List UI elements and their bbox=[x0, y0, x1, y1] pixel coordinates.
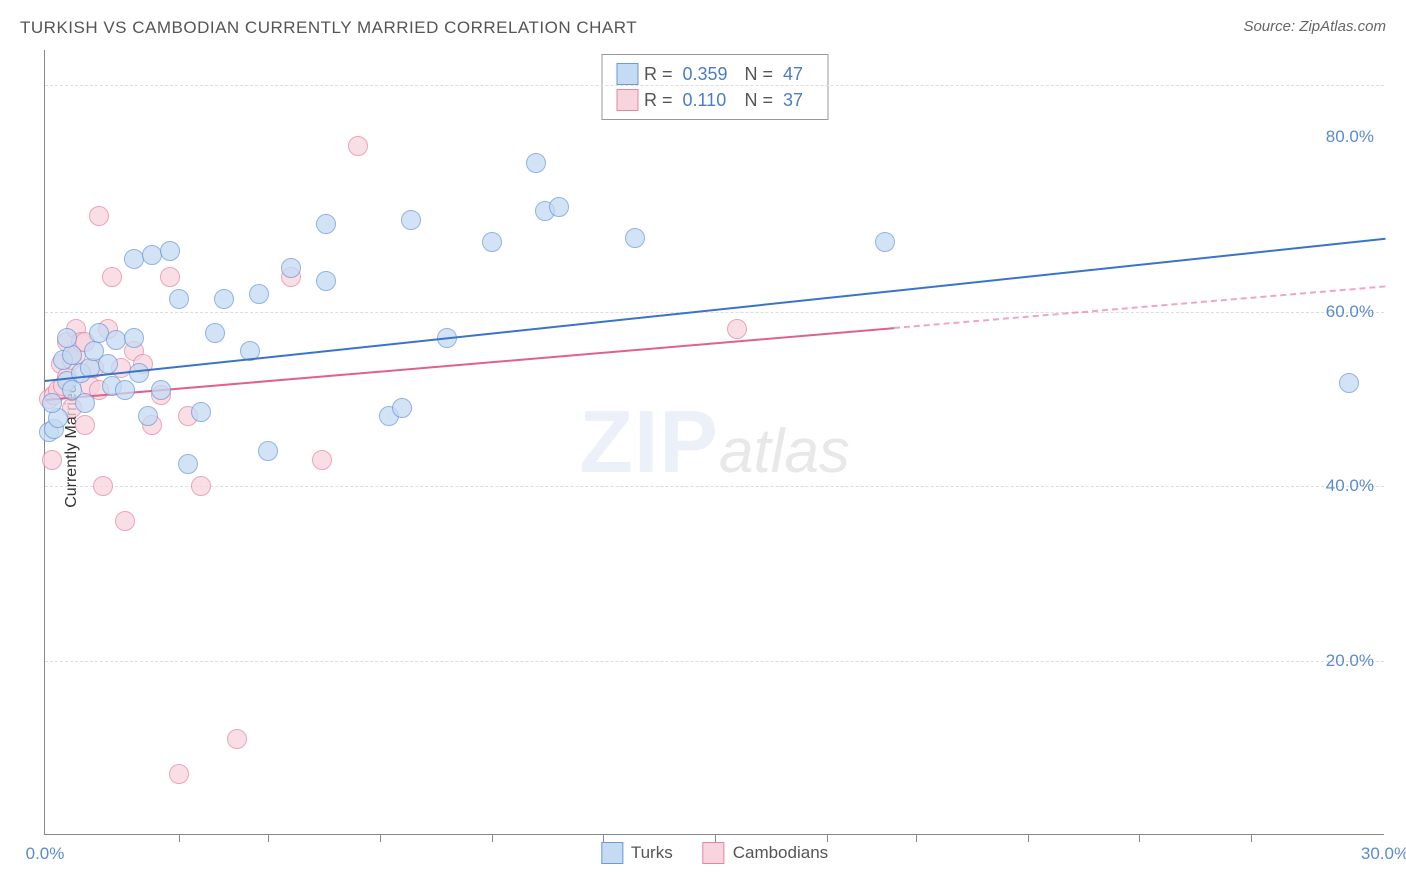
y-tick-label: 20.0% bbox=[1326, 651, 1374, 671]
x-tick-label: 0.0% bbox=[26, 844, 65, 864]
x-tick bbox=[827, 834, 828, 842]
x-tick-label: 30.0% bbox=[1361, 844, 1406, 864]
data-point-turks bbox=[106, 330, 126, 350]
data-point-turks bbox=[169, 289, 189, 309]
data-point-turks bbox=[316, 271, 336, 291]
x-tick bbox=[268, 834, 269, 842]
gridline bbox=[45, 486, 1384, 487]
watermark-zip: ZIP bbox=[579, 392, 719, 491]
data-point-turks bbox=[258, 441, 278, 461]
x-tick bbox=[603, 834, 604, 842]
trend-line-turks bbox=[45, 238, 1385, 382]
data-point-cambodians bbox=[75, 415, 95, 435]
n-value-cambodians: 37 bbox=[783, 90, 813, 111]
n-label: N = bbox=[745, 64, 774, 85]
gridline bbox=[45, 312, 1384, 313]
data-point-turks bbox=[214, 289, 234, 309]
gridline bbox=[45, 661, 1384, 662]
correlation-legend: R = 0.359 N = 47 R = 0.110 N = 37 bbox=[601, 54, 828, 120]
data-point-cambodians bbox=[348, 136, 368, 156]
data-point-cambodians bbox=[115, 511, 135, 531]
data-point-turks bbox=[42, 393, 62, 413]
x-tick bbox=[492, 834, 493, 842]
legend-row-turks: R = 0.359 N = 47 bbox=[616, 61, 813, 87]
page-container: TURKISH VS CAMBODIAN CURRENTLY MARRIED C… bbox=[0, 0, 1406, 892]
data-point-turks bbox=[138, 406, 158, 426]
data-point-cambodians bbox=[160, 267, 180, 287]
data-point-cambodians bbox=[727, 319, 747, 339]
data-point-turks bbox=[482, 232, 502, 252]
y-tick-label: 40.0% bbox=[1326, 476, 1374, 496]
plot-area: ZIPatlas R = 0.359 N = 47 R = 0.110 N = … bbox=[44, 50, 1384, 835]
data-point-turks bbox=[526, 153, 546, 173]
data-point-turks bbox=[75, 393, 95, 413]
data-point-turks bbox=[191, 402, 211, 422]
chart-title: TURKISH VS CAMBODIAN CURRENTLY MARRIED C… bbox=[20, 18, 637, 38]
data-point-cambodians bbox=[312, 450, 332, 470]
n-value-turks: 47 bbox=[783, 64, 813, 85]
watermark-atlas: atlas bbox=[719, 417, 850, 486]
data-point-turks bbox=[57, 328, 77, 348]
n-label: N = bbox=[745, 90, 774, 111]
legend-label-turks: Turks bbox=[631, 843, 673, 863]
data-point-turks bbox=[549, 197, 569, 217]
data-point-turks bbox=[151, 380, 171, 400]
x-tick bbox=[916, 834, 917, 842]
data-point-turks bbox=[98, 354, 118, 374]
y-tick-label: 60.0% bbox=[1326, 302, 1374, 322]
data-point-turks bbox=[124, 328, 144, 348]
data-point-cambodians bbox=[93, 476, 113, 496]
data-point-turks bbox=[401, 210, 421, 230]
swatch-turks bbox=[601, 842, 623, 864]
data-point-cambodians bbox=[102, 267, 122, 287]
watermark: ZIPatlas bbox=[579, 391, 850, 493]
swatch-turks bbox=[616, 63, 638, 85]
r-value-turks: 0.359 bbox=[683, 64, 739, 85]
data-point-turks bbox=[142, 245, 162, 265]
r-value-cambodians: 0.110 bbox=[683, 90, 739, 111]
y-tick-label: 80.0% bbox=[1326, 127, 1374, 147]
data-point-turks bbox=[115, 380, 135, 400]
trend-line-cambodians-dashed bbox=[894, 285, 1385, 329]
x-tick bbox=[1028, 834, 1029, 842]
trend-line-cambodians bbox=[45, 327, 894, 401]
data-point-turks bbox=[875, 232, 895, 252]
data-point-cambodians bbox=[169, 764, 189, 784]
x-tick bbox=[380, 834, 381, 842]
data-point-cambodians bbox=[42, 450, 62, 470]
data-point-cambodians bbox=[191, 476, 211, 496]
swatch-cambodians bbox=[703, 842, 725, 864]
data-point-turks bbox=[281, 258, 301, 278]
x-tick bbox=[1139, 834, 1140, 842]
data-point-turks bbox=[392, 398, 412, 418]
x-tick bbox=[1251, 834, 1252, 842]
data-point-turks bbox=[160, 241, 180, 261]
r-label: R = bbox=[644, 64, 673, 85]
data-point-turks bbox=[316, 214, 336, 234]
legend-item-turks: Turks bbox=[601, 842, 673, 864]
r-label: R = bbox=[644, 90, 673, 111]
swatch-cambodians bbox=[616, 89, 638, 111]
x-tick bbox=[715, 834, 716, 842]
data-point-turks bbox=[625, 228, 645, 248]
data-point-turks bbox=[178, 454, 198, 474]
legend-row-cambodians: R = 0.110 N = 37 bbox=[616, 87, 813, 113]
series-legend: Turks Cambodians bbox=[601, 842, 828, 864]
data-point-turks bbox=[205, 323, 225, 343]
data-point-turks bbox=[1339, 373, 1359, 393]
data-point-cambodians bbox=[89, 206, 109, 226]
legend-item-cambodians: Cambodians bbox=[703, 842, 828, 864]
data-point-turks bbox=[249, 284, 269, 304]
legend-label-cambodians: Cambodians bbox=[733, 843, 828, 863]
chart-source: Source: ZipAtlas.com bbox=[1243, 18, 1386, 35]
x-tick bbox=[179, 834, 180, 842]
data-point-cambodians bbox=[227, 729, 247, 749]
gridline bbox=[45, 85, 1384, 86]
